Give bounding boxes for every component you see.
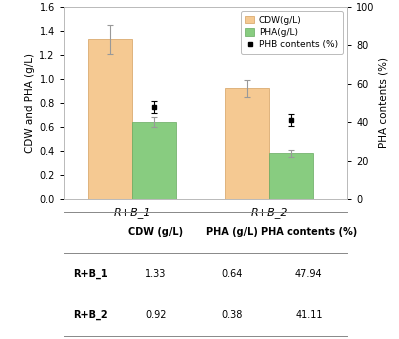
Bar [89,39,132,199]
Bar [225,88,269,199]
Text: R+B_1: R+B_1 [73,268,108,279]
Legend: CDW(g/L), PHA(g/L), PHB contents (%): CDW(g/L), PHA(g/L), PHB contents (%) [241,11,343,54]
Bar [269,153,313,199]
Text: 0.38: 0.38 [221,310,243,320]
Y-axis label: PHA contents (%): PHA contents (%) [379,57,389,148]
Text: 1.33: 1.33 [145,268,166,279]
Text: CDW (g/L): CDW (g/L) [128,227,183,237]
Text: R+B_2: R+B_2 [73,310,108,320]
Text: 0.64: 0.64 [221,268,243,279]
Text: 41.11: 41.11 [295,310,323,320]
Bar [132,122,176,199]
Text: 0.92: 0.92 [145,310,166,320]
Text: PHA (g/L): PHA (g/L) [206,227,258,237]
Text: 47.94: 47.94 [295,268,323,279]
Y-axis label: CDW and PHA (g/L): CDW and PHA (g/L) [25,53,35,153]
Text: PHA contents (%): PHA contents (%) [261,227,357,237]
